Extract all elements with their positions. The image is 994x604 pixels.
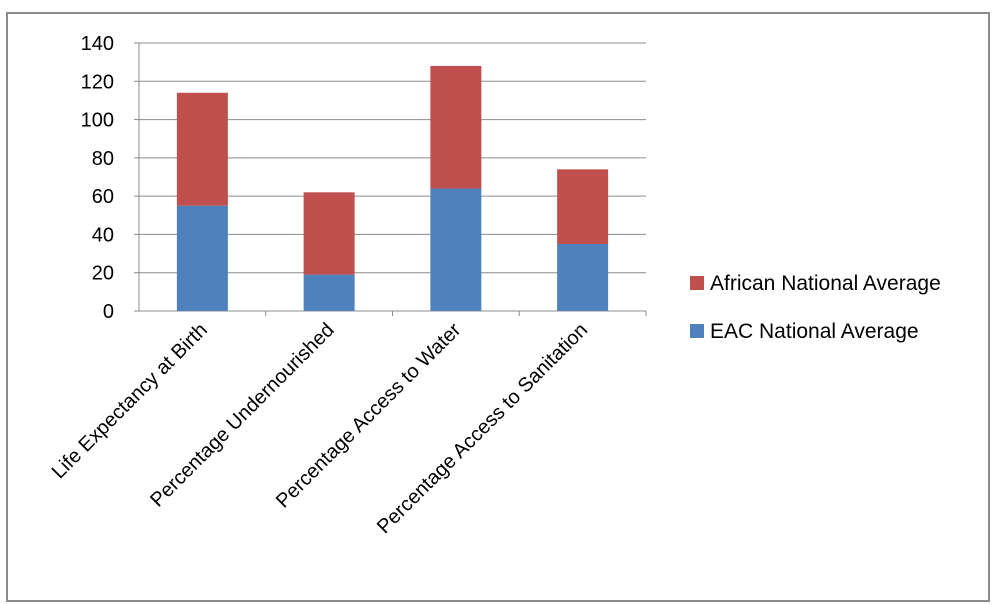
bar-segment [176, 92, 228, 206]
legend-swatch [690, 276, 704, 290]
y-tick-label: 60 [92, 186, 114, 208]
y-tick-label: 120 [81, 71, 114, 93]
bar-segment [557, 244, 609, 311]
legend-label: African National Average [710, 272, 941, 295]
bar-segment [430, 188, 482, 311]
bar-segment [430, 65, 482, 189]
y-tick-label: 80 [92, 148, 114, 170]
x-category-label: Percentage Access to Sanitation [373, 319, 592, 538]
bar-segment [303, 192, 355, 275]
bar-segment [303, 274, 355, 311]
y-tick-label: 40 [92, 224, 114, 246]
legend-label: EAC National Average [710, 320, 919, 343]
bar-segment [176, 205, 228, 311]
chart-frame [6, 12, 990, 602]
y-tick-label: 0 [103, 301, 114, 323]
legend-swatch [690, 324, 704, 338]
y-tick-label: 100 [81, 110, 114, 132]
y-tick-label: 20 [92, 263, 114, 285]
bar-segment [557, 169, 609, 244]
y-tick-label: 140 [81, 33, 114, 55]
